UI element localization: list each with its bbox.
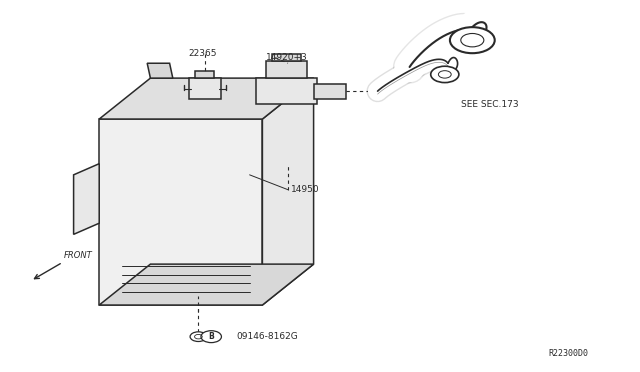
Polygon shape — [195, 71, 214, 78]
Text: 14950: 14950 — [291, 185, 320, 194]
Text: 14920+3: 14920+3 — [266, 53, 307, 62]
Polygon shape — [314, 84, 346, 99]
Polygon shape — [266, 61, 307, 78]
Text: B: B — [209, 332, 214, 341]
Polygon shape — [99, 78, 314, 119]
Polygon shape — [99, 119, 262, 305]
Circle shape — [201, 331, 221, 343]
Polygon shape — [74, 164, 99, 234]
Polygon shape — [99, 264, 314, 305]
Circle shape — [431, 66, 459, 83]
Circle shape — [450, 27, 495, 53]
Text: SEE SEC.173: SEE SEC.173 — [461, 100, 518, 109]
Circle shape — [190, 332, 207, 341]
Polygon shape — [272, 54, 301, 61]
Text: R22300D0: R22300D0 — [549, 349, 589, 358]
Text: 22365: 22365 — [189, 49, 218, 58]
Text: FRONT: FRONT — [64, 251, 93, 260]
Polygon shape — [262, 78, 314, 305]
Polygon shape — [256, 78, 317, 104]
Polygon shape — [189, 78, 221, 99]
Polygon shape — [147, 63, 173, 78]
Text: 09146-8162G: 09146-8162G — [237, 332, 298, 341]
